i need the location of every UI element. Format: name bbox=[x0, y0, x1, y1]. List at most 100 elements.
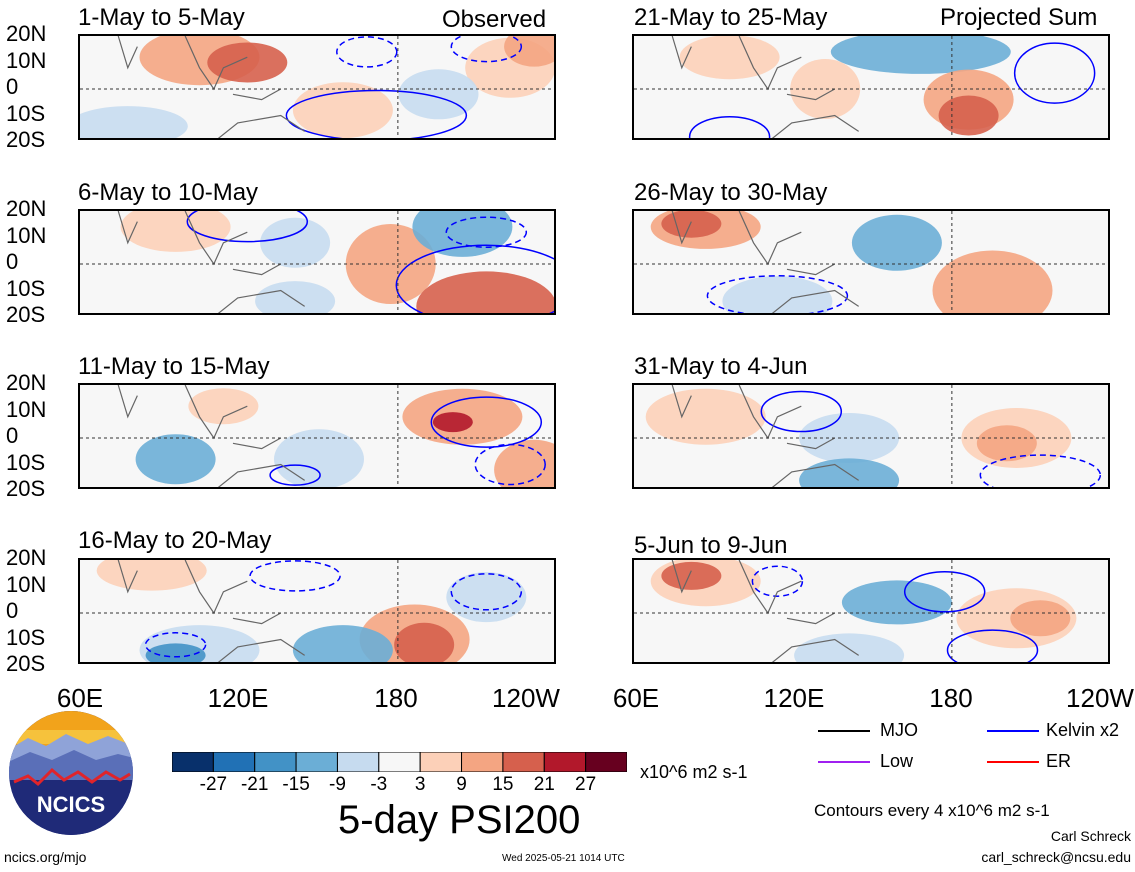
kelvin-contour bbox=[450, 573, 523, 611]
lat-label: 10N bbox=[6, 396, 47, 422]
lon-label: 120E bbox=[763, 683, 825, 713]
psi200-map bbox=[78, 34, 556, 140]
colorbar-tick-label: 15 bbox=[492, 774, 514, 795]
colorbar-tick-label: 21 bbox=[533, 774, 555, 795]
anomaly-shading bbox=[790, 59, 861, 119]
anomaly-shading bbox=[345, 224, 436, 304]
lat-label: 10N bbox=[6, 47, 47, 73]
anomaly-shading bbox=[679, 36, 780, 80]
kelvin-contour bbox=[445, 216, 528, 248]
colorbar-tick-label: 9 bbox=[456, 774, 467, 795]
anomaly-shading bbox=[830, 36, 1011, 74]
colorbar-tick-label: -3 bbox=[370, 774, 388, 795]
lat-label: 0 bbox=[6, 598, 19, 623]
kelvin-contour bbox=[269, 464, 321, 486]
panel-tag: Projected Sum bbox=[940, 4, 1098, 31]
panel-tag: Observed bbox=[442, 6, 547, 33]
colorbar-swatch bbox=[254, 751, 297, 773]
anomaly-shading bbox=[504, 36, 554, 67]
psi200-map bbox=[632, 383, 1110, 489]
colorbar-tick-label: 27 bbox=[575, 774, 597, 795]
footer-timestamp: Wed 2025-05-21 1014 UTC bbox=[502, 853, 625, 864]
anomaly-shading bbox=[446, 572, 527, 623]
lon-label: 60E bbox=[56, 683, 104, 713]
figure-title: 5-day PSI200 bbox=[338, 798, 581, 842]
panel-date-range: 1-May to 5-May bbox=[78, 4, 245, 31]
psi200-map bbox=[78, 558, 556, 664]
anomaly-shading bbox=[645, 388, 766, 445]
anomaly-shading bbox=[799, 413, 900, 463]
colorbar-swatch bbox=[543, 751, 587, 773]
lon-label: 180 bbox=[929, 683, 973, 713]
colorbar-swatch bbox=[419, 751, 463, 773]
colorbar-swatch bbox=[171, 751, 214, 773]
lat-label: 10S bbox=[6, 100, 46, 126]
legend-low: Low bbox=[880, 751, 914, 771]
lon-label: 180 bbox=[374, 683, 418, 713]
anomaly-shading bbox=[799, 458, 900, 487]
lat-label: 0 bbox=[6, 249, 19, 274]
colorbar bbox=[171, 751, 628, 773]
kelvin-line-swatch bbox=[987, 730, 1039, 732]
kelvin-contour bbox=[706, 275, 849, 313]
colorbar-tick-label: 3 bbox=[414, 774, 426, 795]
lat-label: 10S bbox=[6, 624, 46, 650]
anomaly-shading bbox=[207, 42, 288, 83]
lat-label: 10S bbox=[6, 275, 46, 301]
anomaly-shading bbox=[1010, 600, 1071, 637]
lon-label: 120W bbox=[1066, 683, 1134, 713]
er-line-swatch bbox=[987, 761, 1039, 763]
kelvin-contour bbox=[186, 211, 309, 243]
anomaly-shading bbox=[80, 106, 188, 138]
anomaly-shading bbox=[416, 271, 554, 313]
lat-label: 10N bbox=[6, 571, 47, 597]
colorbar-swatch bbox=[585, 751, 628, 773]
lat-label: 20S bbox=[6, 127, 46, 152]
anomaly-shading bbox=[661, 561, 722, 590]
legend-er: ER bbox=[1046, 751, 1072, 771]
contour-note: Contours every 4 x10^6 m2 s-1 bbox=[814, 801, 1050, 820]
kelvin-contour bbox=[979, 454, 1102, 487]
kelvin-contour bbox=[430, 396, 543, 448]
colorbar-tick-label: -27 bbox=[199, 774, 228, 795]
lat-label: 20N bbox=[6, 196, 47, 221]
lat-label: 20S bbox=[6, 476, 46, 501]
footer-site: ncics.org/mjo bbox=[4, 849, 87, 865]
mjo-line-swatch bbox=[818, 730, 870, 732]
anomaly-shading bbox=[851, 214, 942, 271]
colorbar-swatch bbox=[295, 751, 338, 773]
anomaly-shading bbox=[394, 622, 455, 662]
lon-label: 120W bbox=[492, 683, 560, 713]
anomaly-shading bbox=[661, 211, 722, 238]
panel-date-range: 6-May to 10-May bbox=[78, 179, 259, 206]
panel-date-range: 26-May to 30-May bbox=[634, 179, 828, 206]
lat-label: 0 bbox=[6, 423, 19, 448]
kelvin-contour bbox=[249, 560, 341, 592]
colorbar-swatch bbox=[461, 751, 504, 773]
psi200-map bbox=[632, 558, 1110, 664]
panel-date-range: 16-May to 20-May bbox=[78, 527, 272, 554]
lat-label: 20S bbox=[6, 651, 46, 676]
anomaly-shading bbox=[145, 643, 206, 662]
colorbar-units: x10^6 m2 s-1 bbox=[640, 762, 748, 782]
footer-email: carl_schreck@ncsu.edu bbox=[981, 849, 1131, 865]
panel-date-range: 5-Jun to 9-Jun bbox=[634, 532, 788, 559]
kelvin-contour bbox=[285, 89, 468, 138]
anomaly-shading bbox=[398, 69, 479, 120]
colorbar-swatch bbox=[502, 751, 545, 773]
kelvin-contour bbox=[903, 571, 986, 613]
legend-mjo: MJO bbox=[880, 720, 918, 740]
kelvin-contour bbox=[1013, 42, 1096, 104]
colorbar-swatch bbox=[212, 751, 256, 773]
legend-kelvin: Kelvin x2 bbox=[1046, 720, 1120, 740]
psi200-map bbox=[78, 383, 556, 489]
kelvin-contour bbox=[946, 629, 1039, 662]
lon-label: 60E bbox=[612, 683, 660, 713]
lat-label: 20N bbox=[6, 21, 47, 46]
kelvin-contour bbox=[336, 36, 398, 68]
lat-label: 20N bbox=[6, 545, 47, 570]
anomaly-shading bbox=[292, 625, 393, 662]
anomaly-shading bbox=[938, 95, 999, 136]
lat-label: 0 bbox=[6, 74, 19, 99]
colorbar-tick-label: -21 bbox=[240, 774, 269, 795]
